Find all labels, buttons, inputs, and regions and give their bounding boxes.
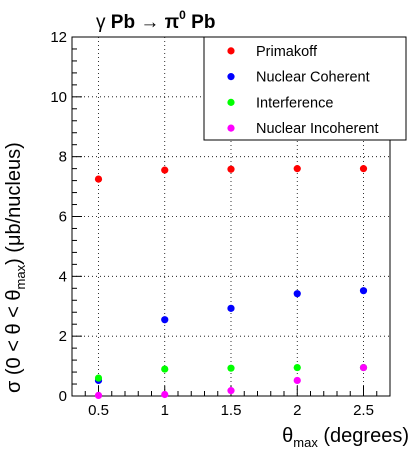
y-tick-label: 4 (59, 268, 67, 285)
data-point-nuclear-coherent (227, 304, 235, 312)
data-point-nuclear-incoherent (359, 363, 368, 372)
legend-marker-nuclear-incoherent (227, 124, 235, 132)
legend-marker-nuclear-coherent (227, 73, 235, 81)
legend-marker-primakoff (227, 47, 235, 55)
y-axis-label: σ (0 < θ < θmax) (μb/nucleus) (3, 142, 28, 393)
y-tick-label: 10 (50, 89, 67, 106)
x-tick-label: 1.5 (221, 402, 242, 419)
data-point-primakoff (94, 175, 103, 183)
data-point-nuclear-incoherent (227, 387, 235, 395)
legend-box (203, 36, 407, 141)
legend-label-interference: Interference (256, 95, 333, 111)
legend-label-nuclear-coherent: Nuclear Coherent (256, 70, 370, 86)
data-point-primakoff (293, 165, 301, 173)
grid (72, 37, 390, 396)
y-tick-label: 8 (59, 149, 67, 166)
data-point-primakoff (359, 165, 368, 173)
data-point-nuclear-incoherent (293, 376, 301, 385)
data-point-interference (161, 365, 169, 373)
data-point-primakoff (161, 166, 169, 174)
x-axis-label: θmax (degrees) (282, 425, 409, 450)
x-tick-label: 0.5 (88, 402, 109, 419)
data-point-interference (227, 364, 235, 372)
y-tick-label: 2 (59, 328, 67, 345)
data-points (94, 165, 368, 400)
data-point-nuclear-coherent (161, 316, 169, 324)
y-tick-label: 12 (50, 29, 67, 46)
data-point-nuclear-coherent (359, 287, 368, 295)
chart-title: γ Pb → π0 Pb (96, 8, 215, 33)
data-point-interference (293, 363, 301, 372)
data-point-nuclear-incoherent (161, 390, 169, 399)
x-tick-label: 1 (161, 402, 169, 419)
legend-marker-interference (227, 98, 235, 106)
data-point-interference (94, 374, 103, 382)
legend-label-primakoff: Primakoff (256, 44, 318, 60)
y-tick-label: 0 (59, 388, 67, 405)
axis-ticks: 0.5 1 1.5 2 2.5 0 2 4 6 8 10 12 (50, 29, 391, 419)
data-point-nuclear-coherent (293, 290, 301, 298)
x-tick-label: 2.5 (353, 402, 374, 419)
data-point-nuclear-incoherent (94, 391, 103, 400)
legend: Primakoff Nuclear Coherent Interference Nuc… (203, 36, 407, 141)
y-tick-label: 6 (59, 209, 67, 226)
legend-label-nuclear-incoherent: Nuclear Incoherent (256, 121, 379, 137)
data-point-primakoff (227, 165, 235, 173)
x-tick-label: 2 (293, 402, 301, 419)
